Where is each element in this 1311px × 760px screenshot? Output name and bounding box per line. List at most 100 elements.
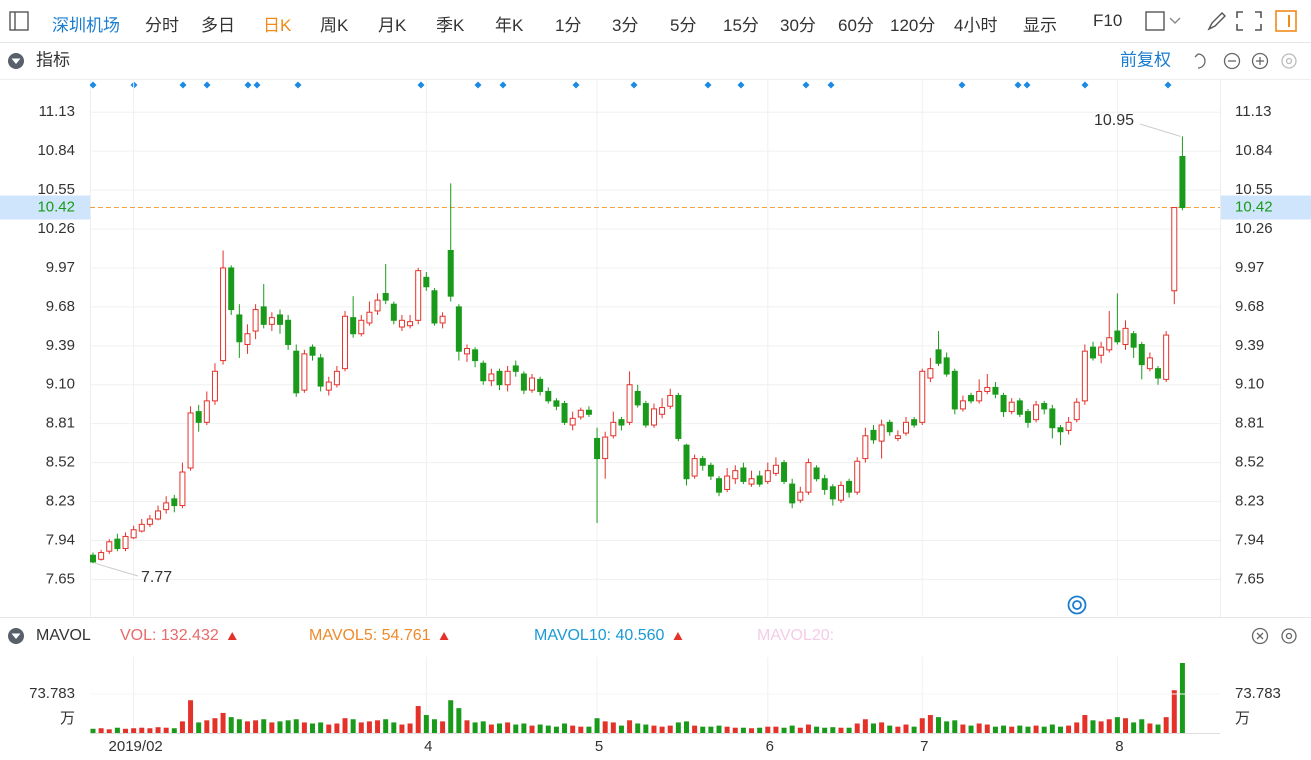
y-tick-label-right: 10.84 (1235, 142, 1273, 159)
period-tab[interactable]: 季K (436, 16, 465, 35)
tool-button[interactable]: 显示 (1023, 16, 1057, 35)
candle-body (155, 510, 162, 520)
volume-bar (765, 726, 771, 733)
candle-body (1049, 408, 1056, 429)
volume-icons[interactable] (1251, 627, 1297, 645)
tool-button[interactable]: F10 (1093, 11, 1123, 30)
candle-body (1081, 350, 1088, 402)
candle-body (764, 470, 771, 482)
candle-body (1130, 333, 1137, 348)
period-tab[interactable]: 1分 (555, 16, 582, 35)
period-tab[interactable]: 15分 (723, 16, 759, 35)
volume-bar (179, 721, 185, 733)
candle-body (463, 348, 470, 355)
candle-body (130, 529, 137, 539)
period-tab[interactable]: 周K (320, 16, 349, 35)
volume-bar (627, 720, 633, 733)
candle-body (642, 403, 649, 426)
period-tab[interactable]: 多日 (201, 16, 235, 35)
period-tab[interactable]: 分时 (145, 16, 179, 35)
volume-bar (700, 726, 706, 733)
period-tab[interactable]: 60分 (838, 16, 874, 35)
candle-body (724, 475, 731, 490)
candle-body (472, 349, 479, 362)
volume-bar (643, 724, 649, 733)
stock-name[interactable]: 深圳机场 (52, 16, 120, 35)
x-tick-label: 5 (595, 738, 603, 755)
volume-bar (724, 726, 730, 733)
event-marker (802, 81, 810, 89)
candle-body (90, 554, 96, 563)
volume-bar (456, 708, 462, 733)
volume-bar (1017, 725, 1023, 733)
v-tick-label: 73.783 (29, 685, 75, 702)
volume-bar (440, 721, 446, 733)
candle-body (1146, 357, 1153, 370)
candle-body (122, 535, 129, 550)
y-tick-label: 11.13 (39, 103, 75, 120)
event-marker (958, 81, 966, 89)
event-marker (179, 81, 187, 89)
candle-body (594, 437, 601, 460)
x-tick-label: 7 (920, 738, 928, 755)
candle-body (333, 370, 340, 386)
period-tab[interactable]: 日K (263, 16, 292, 35)
candle-body (748, 478, 755, 485)
layout-icon[interactable] (9, 11, 29, 31)
volume-bar (927, 715, 933, 733)
volume-bar (285, 720, 291, 733)
volume-bar (976, 723, 982, 733)
tool-icons[interactable] (1205, 9, 1305, 33)
period-tab[interactable]: 月K (378, 16, 407, 35)
period-tab[interactable]: 4小时 (954, 16, 998, 35)
candle-body (716, 478, 723, 493)
y-tick-label-right: 8.23 (1235, 493, 1264, 510)
last-price-box (1221, 195, 1311, 220)
volume-bar (253, 720, 259, 733)
volume-bar (1106, 719, 1112, 733)
box-icon[interactable] (1145, 11, 1185, 31)
candle-body (650, 408, 657, 426)
period-tab[interactable]: 120分 (890, 16, 936, 35)
search-icon[interactable] (1067, 595, 1087, 615)
event-marker (294, 81, 302, 89)
period-tab[interactable]: 3分 (612, 16, 639, 35)
volume-bar (1171, 690, 1177, 733)
legend-entry: MAVOL20: (757, 627, 834, 644)
y-tick-label-right: 11.13 (1235, 103, 1271, 120)
legend-entry: MAVOL5: 54.761 (309, 627, 431, 644)
candle-body (1089, 346, 1096, 359)
volume-bar (1131, 722, 1137, 733)
candle-body (187, 412, 194, 469)
y-tick-label-right: 10.26 (1235, 220, 1273, 237)
legend-arrow (439, 632, 449, 640)
candle-body (268, 317, 275, 325)
candle-body (626, 384, 633, 423)
volume-bar (602, 721, 608, 733)
volume-bar (358, 722, 364, 733)
volume-toggle-arrow (11, 633, 21, 639)
panel-icons[interactable] (1194, 52, 1297, 70)
candle-body (171, 498, 178, 507)
volume-bar (497, 723, 502, 733)
period-tab[interactable]: 5分 (670, 16, 697, 35)
legend-arrow (673, 632, 683, 640)
candle-body (903, 421, 909, 434)
candle-body (285, 319, 292, 345)
candle-body (772, 464, 779, 474)
candle-body (195, 411, 202, 423)
candle-body (618, 419, 625, 426)
volume-bar (610, 722, 616, 733)
adjust-label[interactable]: 前复权 (1120, 50, 1171, 69)
period-tab[interactable]: 30分 (780, 16, 816, 35)
volume-bar (383, 719, 389, 733)
candle-body (1008, 401, 1015, 413)
candle-body (585, 409, 592, 415)
period-tab[interactable]: 年K (495, 16, 524, 35)
volume-bar (448, 700, 454, 733)
event-marker (253, 81, 261, 89)
candle-body (1016, 400, 1023, 415)
volume-bar (553, 726, 559, 733)
volume-bar (797, 727, 803, 733)
